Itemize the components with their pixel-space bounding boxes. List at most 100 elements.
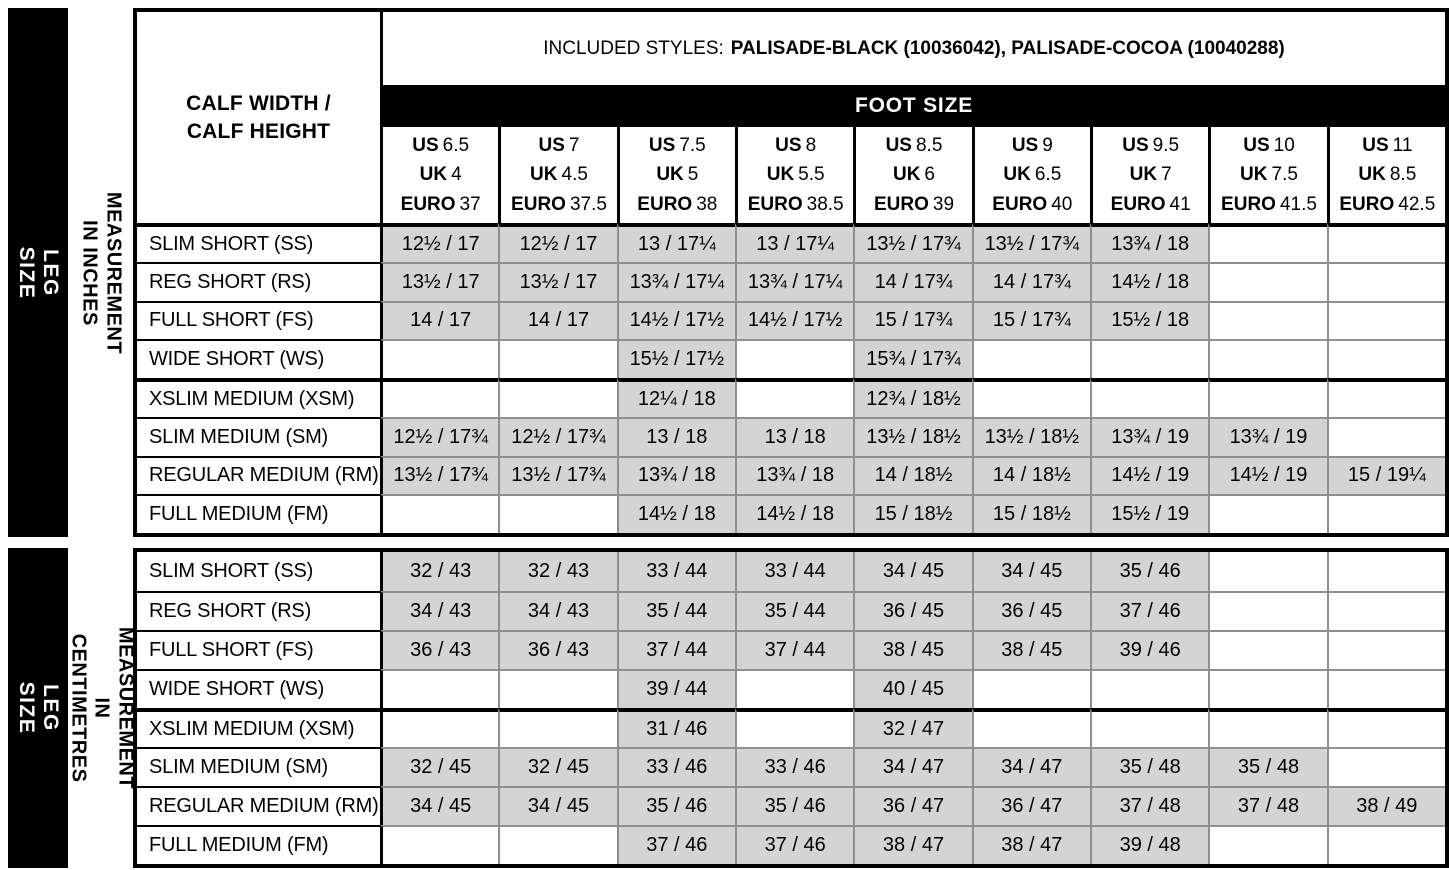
data-cell: 34 / 47 (853, 747, 972, 786)
size-line: UK 4 (420, 160, 462, 189)
data-cell (1090, 708, 1209, 747)
size-line: UK 4.5 (530, 160, 588, 189)
size-line: US 6.5 (412, 131, 469, 160)
data-cell: 13¾ / 18 (1090, 223, 1209, 262)
size-prefix: UK (892, 164, 921, 186)
data-cell: 13½ / 17¾ (853, 223, 972, 262)
data-cell (380, 825, 499, 864)
data-cell: 13½ / 17 (498, 261, 617, 301)
size-value: 11 (1392, 134, 1413, 156)
data-cell: 33 / 44 (735, 552, 854, 591)
data-cell: 31 / 46 (616, 708, 735, 747)
data-cell: 32 / 45 (380, 747, 499, 786)
size-prefix: UK (1129, 164, 1158, 186)
data-cell (1208, 825, 1327, 864)
data-cell (1208, 223, 1327, 262)
data-cell: 36 / 45 (971, 591, 1090, 630)
data-cell: 38 / 45 (971, 630, 1090, 669)
size-prefix: US (1362, 134, 1389, 156)
data-cell: 34 / 45 (498, 786, 617, 825)
data-cell: 15 / 18½ (853, 494, 972, 533)
data-cell: 13½ / 17 (380, 261, 499, 301)
data-cell: 34 / 45 (380, 786, 499, 825)
size-line: US 11 (1362, 131, 1412, 160)
data-cell: 13¾ / 19 (1208, 416, 1327, 456)
data-cell: 14½ / 17½ (616, 300, 735, 340)
leg-size-rail-cm: LEG SIZE (8, 548, 68, 868)
data-cell: 37 / 48 (1208, 786, 1327, 825)
row-label: REGULAR MEDIUM (RM) (137, 455, 380, 495)
foot-size-column-header: US 9.5 UK 7 EURO 41 (1090, 127, 1208, 223)
data-cell (971, 708, 1090, 747)
size-value: 4 (451, 164, 462, 186)
measurement-rail-cm: MEASUREMENT IN CENTIMETRES (66, 548, 136, 868)
data-cell (971, 378, 1090, 417)
size-line: US 9 (1012, 131, 1053, 160)
data-cell (735, 378, 854, 417)
size-prefix: EURO (747, 193, 803, 215)
inches-section: LEG SIZE MEASUREMENT IN INCHES CALF WIDT… (8, 8, 1449, 537)
size-line: US 7 (539, 131, 580, 160)
row-label: FULL SHORT (FS) (137, 630, 380, 669)
data-cell (1208, 591, 1327, 630)
data-cell: 13 / 18 (735, 416, 854, 456)
data-cell: 35 / 44 (735, 591, 854, 630)
data-cell (498, 708, 617, 747)
size-prefix: EURO (1110, 193, 1166, 215)
foot-size-column-header: US 11 UK 8.5 EURO 42.5 (1326, 127, 1445, 223)
data-cell: 39 / 46 (1090, 630, 1209, 669)
data-cell: 36 / 43 (380, 630, 499, 669)
data-cell: 35 / 48 (1090, 747, 1209, 786)
measurement-centimetres-label: MEASUREMENT IN CENTIMETRES (66, 626, 136, 790)
data-cell: 37 / 46 (1090, 591, 1209, 630)
size-value: 38 (696, 193, 718, 215)
included-styles: INCLUDED STYLES: PALISADE-BLACK (1003604… (380, 12, 1445, 85)
data-cell (380, 494, 499, 533)
data-cell (1326, 669, 1445, 708)
calf-width-header: CALF WIDTH / CALF HEIGHT (137, 12, 380, 223)
data-cell: 15½ / 19 (1090, 494, 1209, 533)
data-cell (380, 708, 499, 747)
size-value: 8.5 (915, 134, 943, 156)
data-cell (1326, 416, 1445, 456)
data-cell (1326, 825, 1445, 864)
data-cell: 13½ / 17¾ (380, 455, 499, 495)
data-cell: 36 / 47 (853, 786, 972, 825)
row-label: FULL MEDIUM (FM) (137, 494, 380, 533)
size-line: UK 5.5 (767, 160, 825, 189)
data-cell (1208, 630, 1327, 669)
data-cell: 33 / 46 (616, 747, 735, 786)
data-cell (1326, 378, 1445, 417)
foot-size-column-header: US 10 UK 7.5 EURO 41.5 (1208, 127, 1326, 223)
size-prefix: EURO (400, 193, 456, 215)
size-line: UK 5 (656, 160, 698, 189)
data-cell: 34 / 45 (853, 552, 972, 591)
data-cell (1208, 669, 1327, 708)
data-cell (498, 494, 617, 533)
data-cell: 40 / 45 (853, 669, 972, 708)
size-value: 41 (1169, 193, 1191, 215)
data-cell (1326, 747, 1445, 786)
calf-width-line2: CALF HEIGHT (186, 119, 331, 143)
data-cell: 32 / 43 (380, 552, 499, 591)
data-cell: 35 / 48 (1208, 747, 1327, 786)
size-line: UK 7.5 (1240, 160, 1298, 189)
calf-width-line1: CALF WIDTH / (186, 92, 331, 116)
size-value: 42.5 (1398, 193, 1436, 215)
data-cell (735, 339, 854, 378)
data-cell: 39 / 48 (1090, 825, 1209, 864)
data-cell: 34 / 43 (380, 591, 499, 630)
size-line: EURO 39 (874, 190, 954, 219)
size-value: 40 (1051, 193, 1073, 215)
data-cell: 35 / 46 (735, 786, 854, 825)
data-cell: 14½ / 18 (616, 494, 735, 533)
leg-size-label: LEG SIZE (15, 681, 62, 735)
data-cell: 13¾ / 18 (616, 455, 735, 495)
size-value: 38.5 (806, 193, 844, 215)
size-line: US 7.5 (649, 131, 706, 160)
data-cell (498, 669, 617, 708)
foot-size-banner: FOOT SIZE (380, 85, 1445, 127)
size-value: 5 (687, 164, 699, 186)
size-line: EURO 38 (637, 190, 717, 219)
data-cell: 37 / 44 (616, 630, 735, 669)
